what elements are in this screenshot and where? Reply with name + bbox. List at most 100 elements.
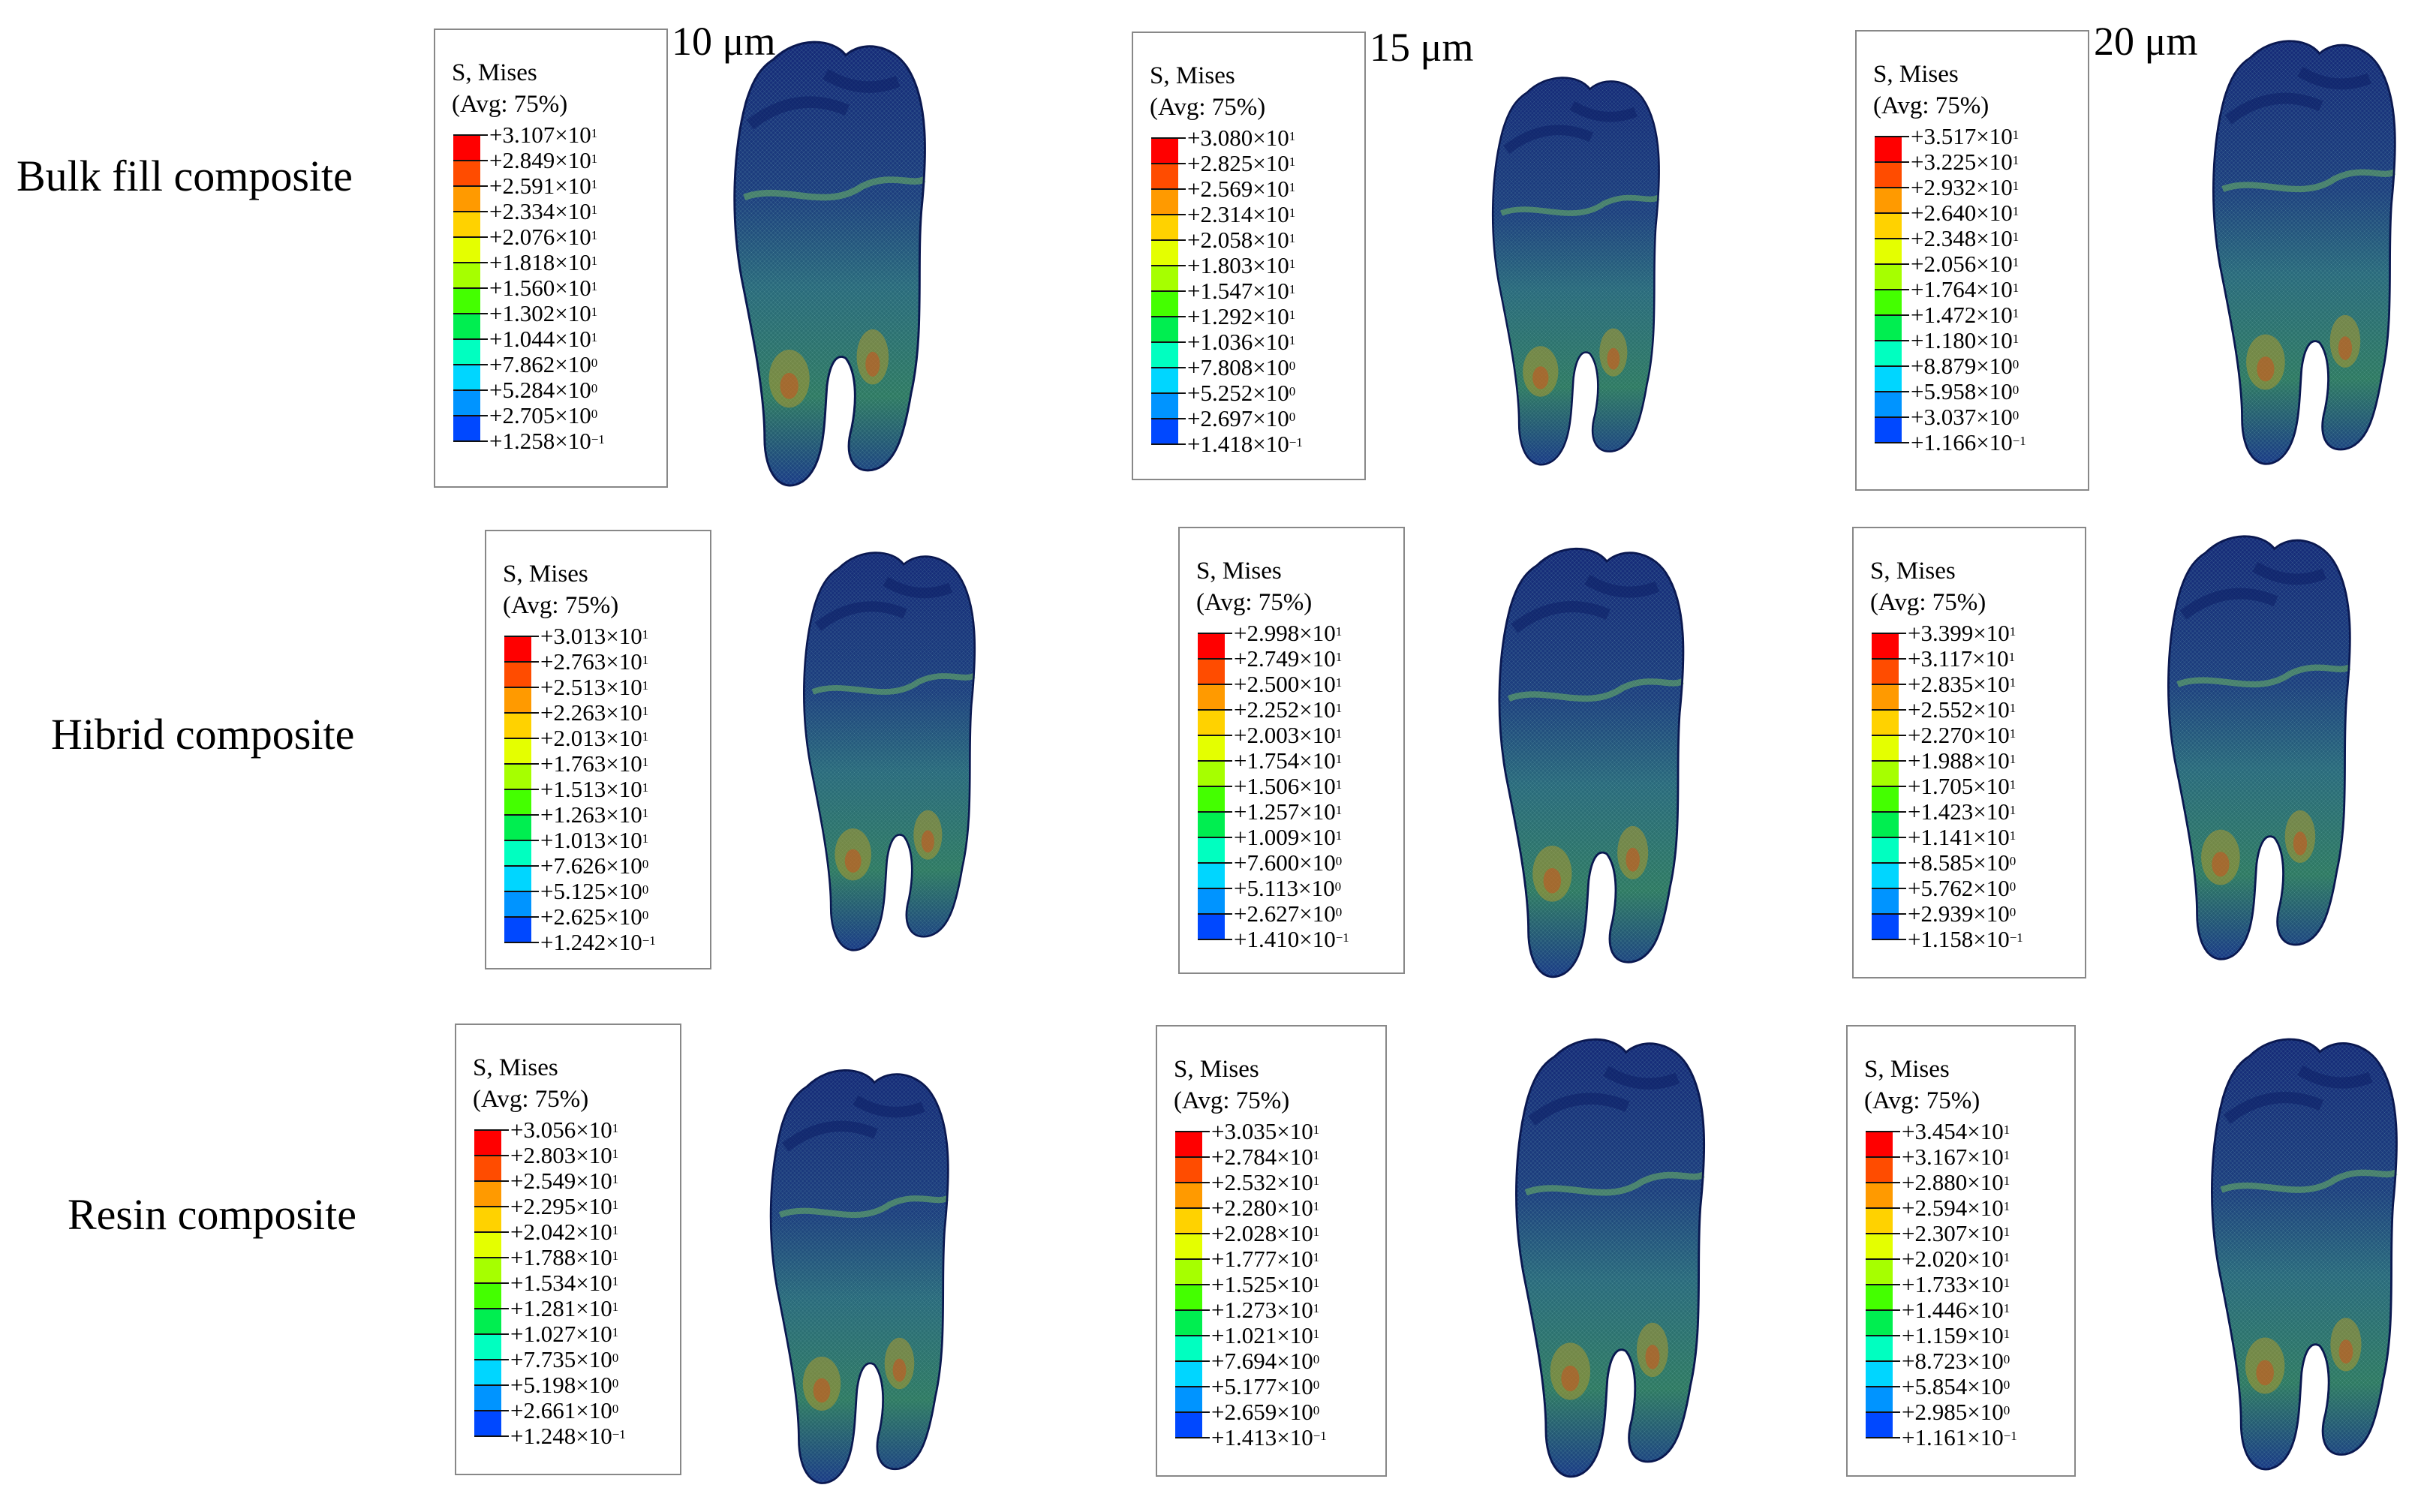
legend-color-segment bbox=[504, 840, 531, 866]
low-stress-region bbox=[2252, 561, 2326, 585]
peak-stress-region bbox=[2293, 831, 2308, 855]
legend-color-bar bbox=[453, 134, 488, 442]
legend-value: +5.177×100 bbox=[1211, 1373, 1320, 1399]
legend-resin-10: S, Mises (Avg: 75%) +3.056×101 +2.803×101 +2… bbox=[455, 1024, 681, 1475]
tooth-outline bbox=[803, 552, 976, 951]
legend-value: +1.513×101 bbox=[540, 776, 649, 802]
legend-tick bbox=[1198, 888, 1232, 889]
legend-value: +2.549×101 bbox=[510, 1168, 619, 1194]
legend-tick bbox=[453, 364, 488, 365]
legend-tick bbox=[1875, 416, 1909, 418]
legend-tick bbox=[1875, 340, 1909, 341]
legend-value: +5.252×100 bbox=[1187, 380, 1296, 406]
legend-subtitle: (Avg: 75%) bbox=[452, 91, 568, 118]
legend-value: +7.735×100 bbox=[510, 1346, 619, 1372]
legend-color-segment bbox=[453, 365, 480, 390]
legend-tick bbox=[474, 1359, 509, 1360]
legend-tick bbox=[1151, 265, 1186, 266]
legend-color-segment bbox=[1151, 419, 1178, 444]
legend-bulk-20: S, Mises (Avg: 75%) +3.517×101 +3.225×101 +2… bbox=[1855, 30, 2089, 491]
legend-tick bbox=[1866, 1156, 1900, 1158]
legend-tick bbox=[1151, 163, 1186, 164]
legend-value: +2.307×101 bbox=[1902, 1220, 2010, 1246]
tooth-model-bulk-10 bbox=[733, 41, 926, 487]
low-stress-region bbox=[2224, 92, 2323, 125]
legend-title: S, Mises bbox=[1873, 61, 1959, 88]
legend-subtitle: (Avg: 75%) bbox=[1870, 589, 1986, 616]
legend-tick bbox=[1872, 939, 1906, 940]
legend-color-segment bbox=[1872, 812, 1899, 837]
legend-color-segment bbox=[1198, 659, 1225, 684]
legend-tick bbox=[474, 1410, 509, 1411]
legend-tick bbox=[474, 1282, 509, 1284]
legend-tick bbox=[1866, 1258, 1900, 1260]
legend-value: +1.242×10−1 bbox=[540, 929, 656, 955]
legend-value: +1.273×101 bbox=[1211, 1297, 1320, 1323]
legend-subtitle: (Avg: 75%) bbox=[503, 592, 619, 619]
legend-tick bbox=[1151, 290, 1186, 292]
legend-tick bbox=[504, 661, 539, 663]
legend-value: +1.141×101 bbox=[1908, 824, 2016, 850]
column-header-15um: 15 μm bbox=[1370, 25, 1474, 70]
legend-value: +2.661×100 bbox=[510, 1397, 619, 1423]
peak-stress-region bbox=[2338, 336, 2353, 360]
low-stress-region bbox=[746, 96, 850, 130]
legend-value: +1.423×101 bbox=[1908, 798, 2016, 825]
legend-tick bbox=[453, 287, 488, 289]
legend-tick bbox=[1175, 1131, 1210, 1132]
legend-color-bar bbox=[1872, 633, 1906, 940]
legend-value: +2.295×101 bbox=[510, 1193, 619, 1219]
legend-color-segment bbox=[1175, 1310, 1202, 1336]
tooth-model-hibrid-20 bbox=[2167, 535, 2351, 960]
legend-color-segment bbox=[1175, 1132, 1202, 1157]
legend-title: S, Mises bbox=[452, 59, 537, 86]
legend-value: +5.762×100 bbox=[1908, 875, 2016, 901]
legend-color-segment bbox=[1151, 393, 1178, 419]
legend-color-segment bbox=[1198, 761, 1225, 786]
stress-band bbox=[2176, 664, 2351, 688]
legend-tick bbox=[453, 211, 488, 212]
legend-color-segment bbox=[1175, 1183, 1202, 1208]
peak-stress-region bbox=[1543, 867, 1562, 894]
legend-tick bbox=[1198, 786, 1232, 787]
legend-color-segment bbox=[1872, 633, 1899, 659]
legend-tick bbox=[1875, 136, 1909, 137]
legend-color-segment bbox=[1866, 1412, 1893, 1438]
legend-color-segment bbox=[1875, 137, 1902, 162]
legend-color-segment bbox=[1866, 1387, 1893, 1412]
legend-tick bbox=[1872, 760, 1906, 762]
legend-tick bbox=[474, 1308, 509, 1309]
legend-color-segment bbox=[474, 1258, 501, 1283]
legend-value: +1.159×101 bbox=[1902, 1322, 2010, 1348]
column-header-20um: 20 μm bbox=[2094, 19, 2198, 64]
legend-tick bbox=[1866, 1360, 1900, 1362]
legend-value: +2.042×101 bbox=[510, 1219, 619, 1245]
tooth-model-hibrid-10 bbox=[803, 552, 976, 951]
legend-bulk-15: S, Mises (Avg: 75%) +3.080×101 +2.825×101 +2… bbox=[1132, 32, 1366, 480]
legend-color-segment bbox=[474, 1207, 501, 1232]
legend-value: +1.161×10−1 bbox=[1902, 1424, 2017, 1450]
legend-value: +2.500×101 bbox=[1234, 671, 1343, 697]
tooth-mesh bbox=[2168, 536, 2350, 960]
legend-color-bar bbox=[474, 1129, 509, 1437]
peak-stress-region bbox=[2212, 852, 2230, 877]
low-stress-region bbox=[1603, 1066, 1680, 1090]
legend-tick bbox=[1866, 1335, 1900, 1336]
legend-value: +2.697×100 bbox=[1187, 405, 1296, 431]
legend-value: +2.705×100 bbox=[489, 402, 598, 428]
legend-subtitle: (Avg: 75%) bbox=[1873, 92, 1989, 119]
legend-color-segment bbox=[504, 866, 531, 891]
legend-value: +5.198×100 bbox=[510, 1372, 619, 1398]
low-stress-region bbox=[2223, 1092, 2324, 1124]
legend-value: +1.705×101 bbox=[1908, 773, 2016, 799]
legend-value: +2.784×101 bbox=[1211, 1144, 1320, 1170]
legend-value: +1.534×101 bbox=[510, 1270, 619, 1296]
legend-value: +2.058×101 bbox=[1187, 227, 1296, 253]
legend-color-segment bbox=[1875, 264, 1902, 290]
legend-color-segment bbox=[504, 713, 531, 738]
legend-color-bar bbox=[1175, 1131, 1210, 1438]
legend-value: +1.777×101 bbox=[1211, 1246, 1320, 1272]
legend-tick bbox=[1151, 316, 1186, 317]
legend-color-segment bbox=[474, 1181, 501, 1207]
legend-color-segment bbox=[1875, 162, 1902, 188]
